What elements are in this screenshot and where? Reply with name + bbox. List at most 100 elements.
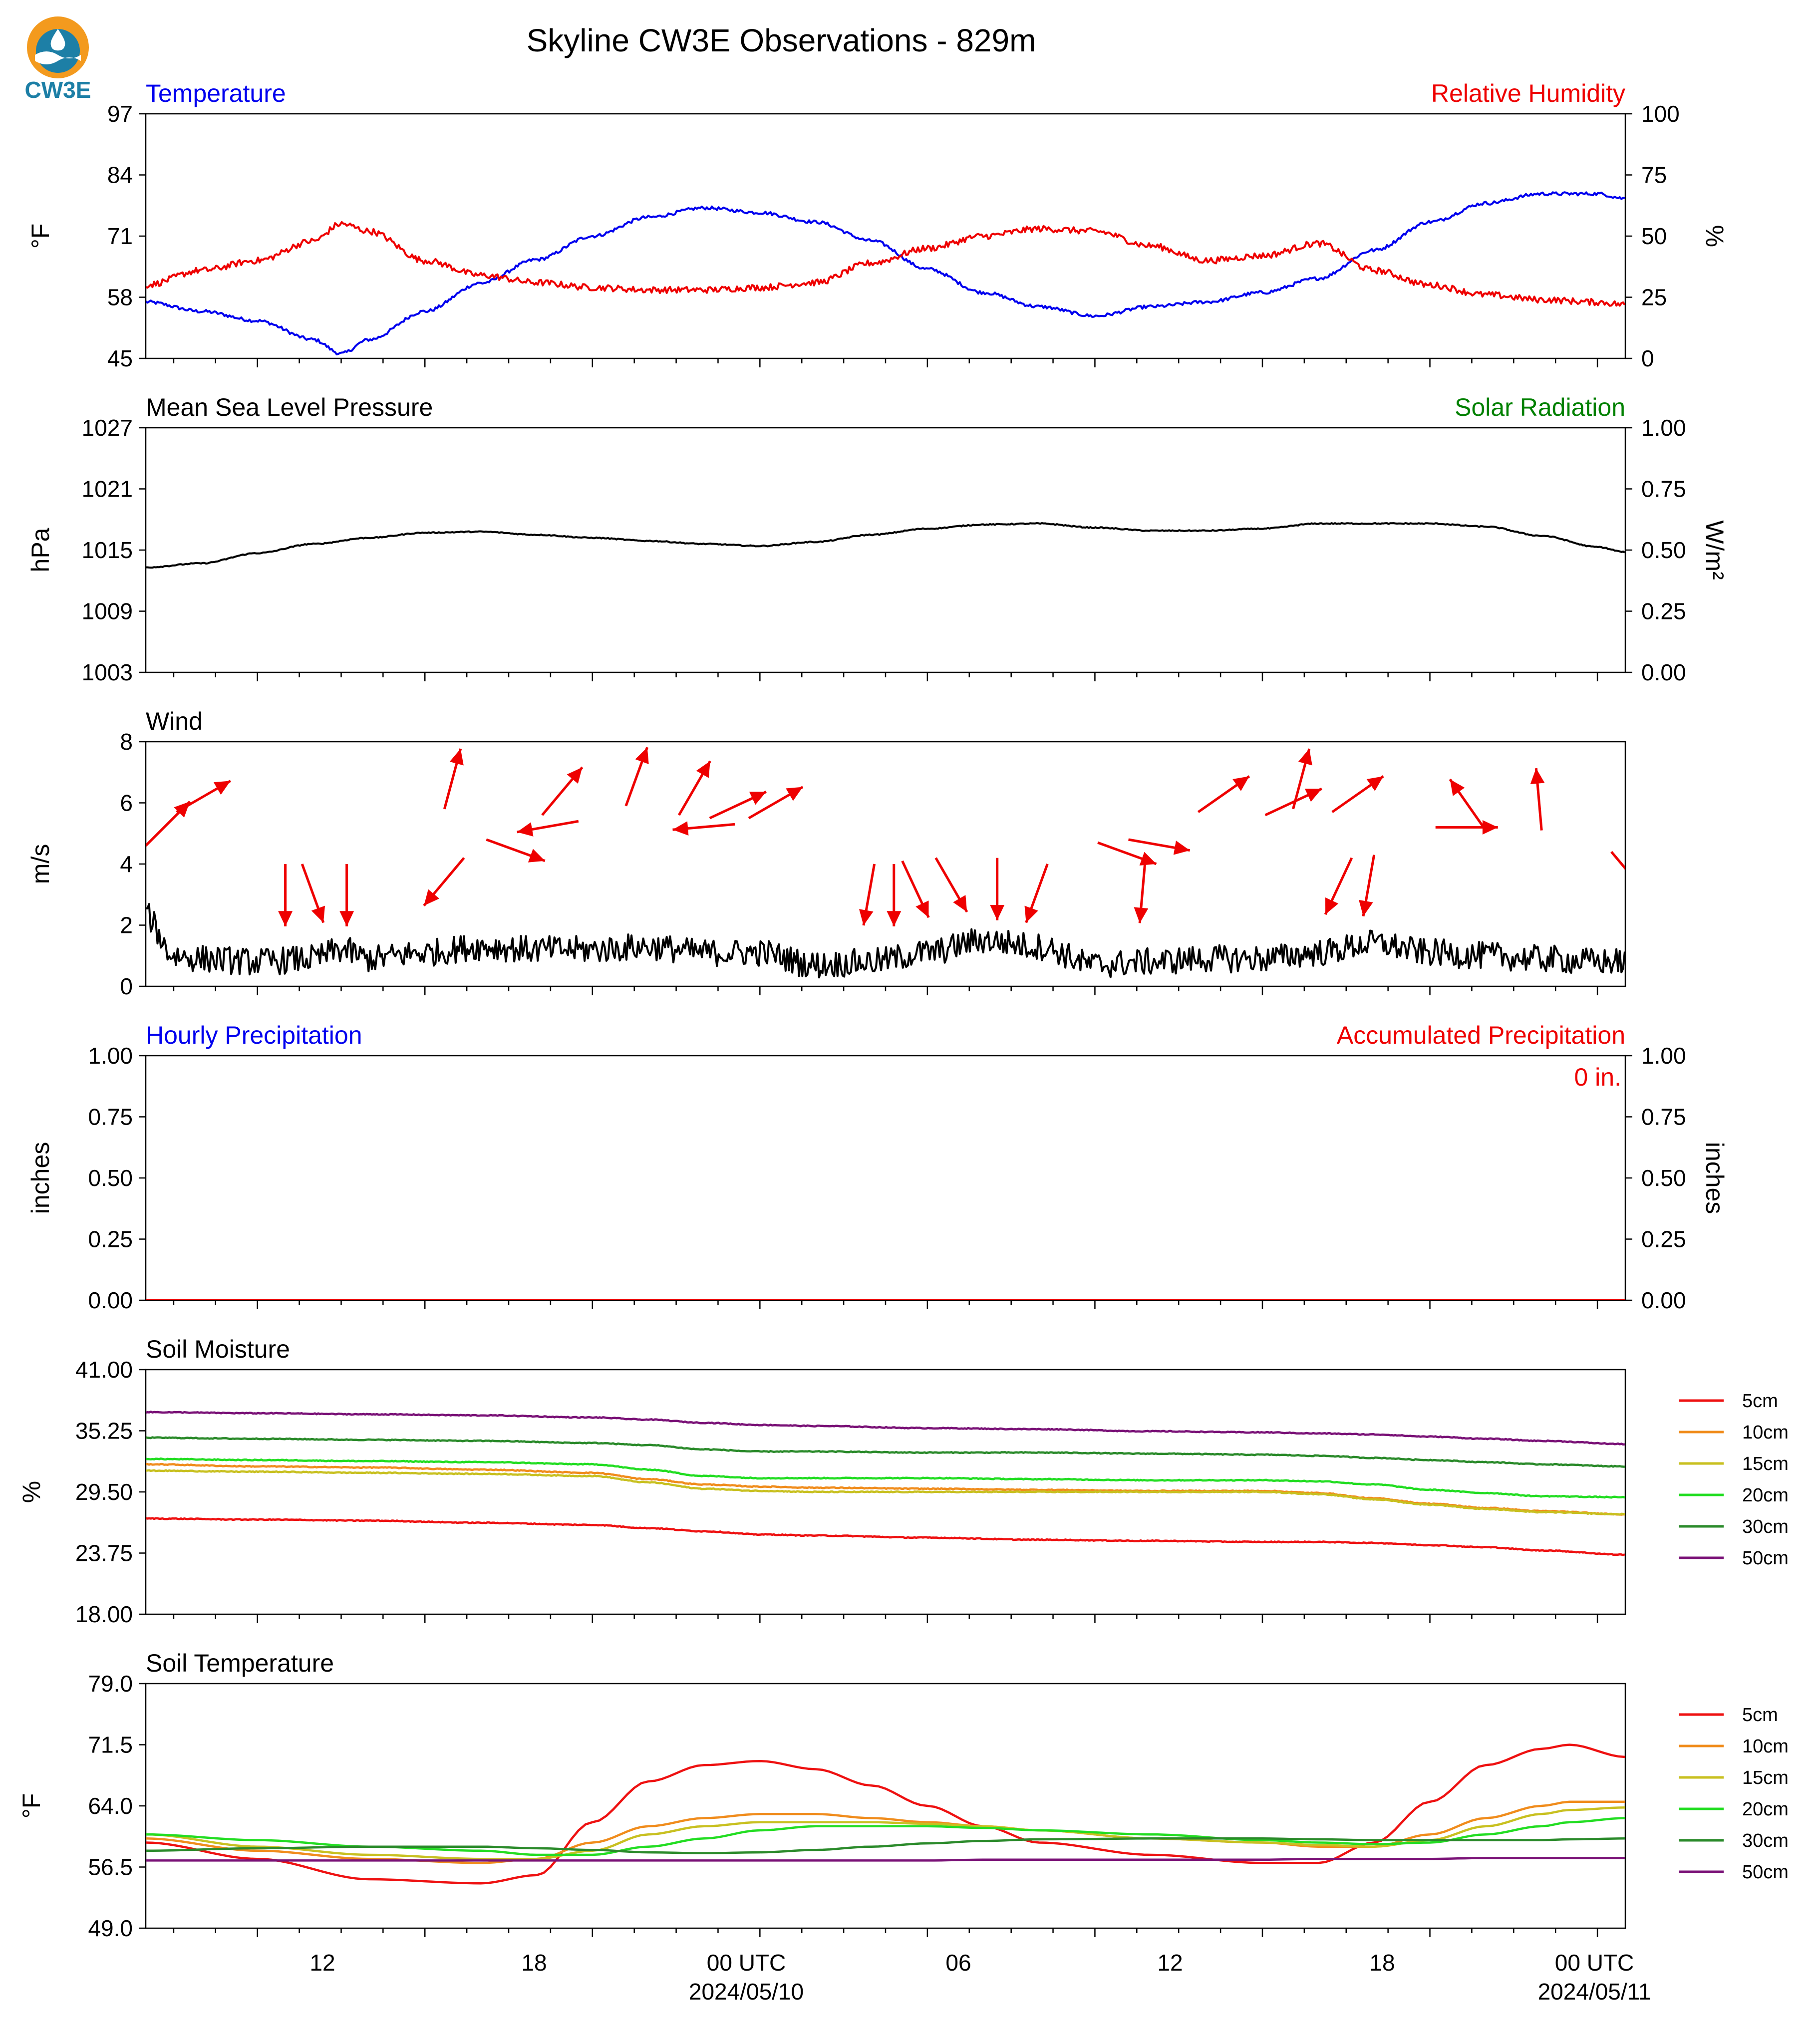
y-tick-label-right: 100 [1641,101,1680,127]
panel-soil-moisture: 41.00 35.25 29.50 23.75 18.00 Soil Moisture% 5… [17,1335,1789,1627]
plot-frame [145,1683,1626,1929]
y-tick-label: 49.0 [88,1915,133,1941]
y-tick-label: 0 [120,973,133,999]
wind-arrow-head [1359,899,1373,916]
y-tick-label: 84 [107,162,133,188]
logo-text: CW3E [25,77,91,103]
wind-arrow-head [672,821,689,836]
series-line-wind-speed [146,903,1625,979]
wind-arrow-head [786,787,803,801]
wind-arrow-head [1232,776,1249,791]
wind-arrow-head [1134,907,1149,923]
y-tick-label: 1027 [82,415,133,441]
logo-wave-icon [35,51,81,64]
panel-title-left: Wind [146,707,203,735]
wind-arrow [1610,851,1625,870]
series-line-20cm [146,1457,1625,1499]
wind-arrow-head [1636,883,1652,899]
y-tick-label-right: 0.00 [1641,1287,1686,1313]
wind-arrow-head [1304,789,1322,802]
x-date-label: 2024/05/10 [689,1979,804,2005]
wind-arrow-head [424,889,440,906]
wind-arrow-head [1139,852,1157,866]
series-line-relative-humidity [146,221,1625,307]
wind-arrow-head [528,849,545,863]
wind-arrow-head [311,905,325,923]
wind-arrow-head [213,781,231,795]
panel-pressure-solar: 1027 1021 1015 1009 1003 1.00 0.75 0.50 0.25 0.00… [26,393,1729,685]
series-line-50cm [146,1857,1625,1862]
panel-title-right: Solar Radiation [1455,393,1625,421]
series-group [146,522,1625,569]
series-line-30cm [146,1837,1625,1854]
y-tick-label: 0.25 [88,1226,133,1252]
y-tick-label-right: 0.50 [1641,1165,1686,1191]
panel-temperature-humidity: 97 84 71 58 45 100 75 50 25 0 Temperature Relative … [26,79,1729,371]
wind-arrow-head [1482,820,1498,835]
series-group [146,1411,1625,1556]
y-tick-label-right: 0.75 [1641,476,1686,502]
y-tick-label: 41.00 [75,1357,133,1383]
y-tick-label: 8 [120,729,133,755]
accumulated-precip-value: 0 in. [1574,1063,1621,1091]
series-line-10cm [146,1462,1625,1516]
page-title: Skyline CW3E Observations - 829m [527,22,1036,58]
plot-frame [145,113,1626,359]
y-tick-label: 0.50 [88,1165,133,1191]
wind-arrow-head [567,767,583,784]
wind-arrow-head [339,911,354,926]
series-line-5cm [146,1743,1625,1885]
logo-drop-icon [50,29,65,51]
series-line-30cm [146,1436,1625,1468]
wind-arrow-head [449,749,464,766]
legend-entry: 15cm [1742,1767,1789,1788]
x-date-label: 2024/05/11 [1538,1979,1651,2005]
y-tick-label: 45 [107,345,133,371]
series-group [146,747,1652,979]
y-tick-label: 71.5 [88,1732,133,1758]
panel-soil-temperature: 79.0 71.5 64.0 56.5 49.0 Soil Temperature °F 5c… [17,1649,1789,1941]
x-tick-label: 12 [1157,1950,1183,1976]
y-tick-label-right: 50 [1641,223,1667,249]
y-tick-label: 97 [107,101,133,127]
panel-title-left: Mean Sea Level Pressure [146,393,433,421]
series-line-50cm [146,1411,1625,1446]
wind-arrows [146,747,1652,926]
panel-wind: 8 6 4 2 0 Wind m/s [26,707,1652,999]
y-tick-label: 1003 [82,659,133,685]
y-tick-label: 71 [107,223,133,249]
wind-arrow-head [1325,897,1339,914]
panel-title-left: Soil Temperature [146,1649,334,1677]
legend-entry: 20cm [1742,1799,1789,1820]
wind-arrow-head [1024,905,1038,923]
panel-title-left: Hourly Precipitation [146,1021,362,1049]
plot-frame [145,1055,1626,1301]
y-tick-label: 56.5 [88,1854,133,1880]
y-axis-label: hPa [26,528,54,572]
wind-arrow-head [635,747,649,764]
y-tick-label: 0.75 [88,1104,133,1130]
series-line-15cm [146,1469,1625,1516]
y-tick-label: 18.00 [75,1601,133,1627]
y-tick-label: 0.00 [88,1287,133,1313]
y-tick-label: 1.00 [88,1043,133,1069]
wind-arrow-head [990,905,1005,920]
y-tick-label-right: 0.50 [1641,537,1686,563]
y-tick-label: 2 [120,912,133,938]
y-tick-label: 64.0 [88,1793,133,1819]
wind-arrow-head [859,909,874,926]
legend-entry: 50cm [1742,1548,1789,1569]
y-tick-label: 79.0 [88,1671,133,1697]
y-axis-label-right: inches [1701,1142,1729,1214]
y-tick-label-right: 0.25 [1641,598,1686,624]
series-line-5cm [146,1517,1625,1556]
wind-arrow-head [1173,841,1190,855]
cw3e-logo: CW3E [25,16,91,103]
wind-arrow-head [1298,749,1312,766]
y-axis-label: inches [26,1142,54,1214]
series-group [146,1743,1625,1885]
wind-arrow-head [278,911,293,926]
series-line-15cm [146,1806,1625,1860]
